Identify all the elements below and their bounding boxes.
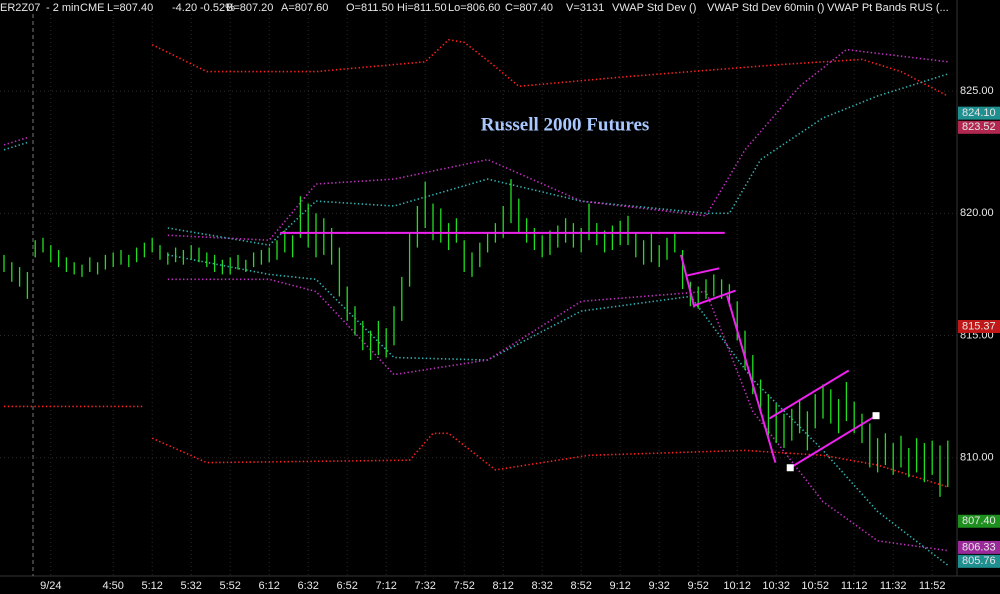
x-tick-label: 7:32 (414, 580, 435, 592)
x-tick-label: 9:12 (609, 580, 630, 592)
y-tick-label: 820.00 (960, 207, 994, 219)
trend-line (789, 414, 877, 469)
header-item: C=807.40 (505, 2, 553, 14)
price-tag (958, 554, 1000, 568)
header-item: - 2 min (46, 2, 80, 14)
price-tag-label: 824.10 (962, 107, 996, 119)
header-item: -0.52% (200, 2, 235, 14)
x-tick-label: 8:12 (492, 580, 513, 592)
x-tick-label: 9:32 (648, 580, 669, 592)
trend-endpoint (786, 464, 794, 472)
trend-line (693, 289, 736, 307)
x-tick-label: 8:32 (531, 580, 552, 592)
header-item: VWAP Pt Bands RUS (... (827, 2, 949, 14)
price-tag-label: 807.40 (962, 515, 996, 527)
x-tick-label: 7:52 (453, 580, 474, 592)
header-item: L=807.40 (107, 2, 153, 14)
header-item: VWAP Std Dev 60min () (707, 2, 824, 14)
x-tick-label: 5:52 (219, 580, 240, 592)
chart-title: Russell 2000 Futures (481, 114, 650, 135)
x-tick-label: 11:12 (841, 580, 868, 592)
header-item: -4.20 (172, 2, 197, 14)
trend-line (680, 254, 696, 308)
header-item: Lo=806.60 (448, 2, 500, 14)
price-tag-label: 806.33 (962, 541, 996, 553)
band-line (3, 48, 948, 242)
header-item: VWAP Std Dev () (612, 2, 696, 14)
price-tag (958, 319, 1000, 333)
header-item: CME (80, 2, 104, 14)
x-tick-label: 7:12 (375, 580, 396, 592)
x-tick-label: 4:50 (102, 580, 123, 592)
header-item: B=807.20 (226, 2, 273, 14)
x-tick-label: 10:32 (762, 580, 790, 592)
trend-endpoint (872, 412, 880, 420)
x-tick-label: 10:52 (801, 580, 829, 592)
header-item: ER2Z07 (0, 2, 40, 14)
band-line (167, 278, 948, 552)
band-line (167, 254, 949, 566)
price-tag-label: 823.52 (962, 121, 996, 133)
x-tick-label: 11:52 (919, 580, 946, 592)
x-tick-label: 11:32 (880, 580, 907, 592)
x-tick-label: 8:52 (570, 580, 591, 592)
price-tag (958, 540, 1000, 554)
x-tick-label: 9/24 (40, 580, 61, 592)
trend-line (768, 369, 850, 420)
x-tick-label: 5:12 (141, 580, 162, 592)
trend-line (726, 295, 777, 463)
x-tick-label: 6:32 (297, 580, 318, 592)
header-item: A=807.60 (281, 2, 328, 14)
trend-line (687, 267, 720, 277)
header-item: O=811.50 (346, 2, 394, 14)
x-tick-label: 6:52 (336, 580, 357, 592)
price-tag-label: 815.37 (962, 320, 996, 332)
y-tick-label: 810.00 (960, 452, 994, 464)
x-tick-label: 5:32 (180, 580, 201, 592)
x-tick-label: 10:12 (723, 580, 751, 592)
band-line (151, 38, 949, 97)
x-tick-label: 6:12 (258, 580, 279, 592)
y-tick-label: 825.00 (960, 85, 994, 97)
price-tag (958, 514, 1000, 528)
header-item: V=3131 (566, 2, 604, 14)
price-tag (958, 120, 1000, 134)
price-tag (958, 106, 1000, 120)
x-tick-label: 9:52 (687, 580, 708, 592)
header-item: Hi=811.50 (397, 2, 447, 14)
price-tag-label: 805.76 (962, 555, 996, 567)
band-line (4, 405, 949, 488)
